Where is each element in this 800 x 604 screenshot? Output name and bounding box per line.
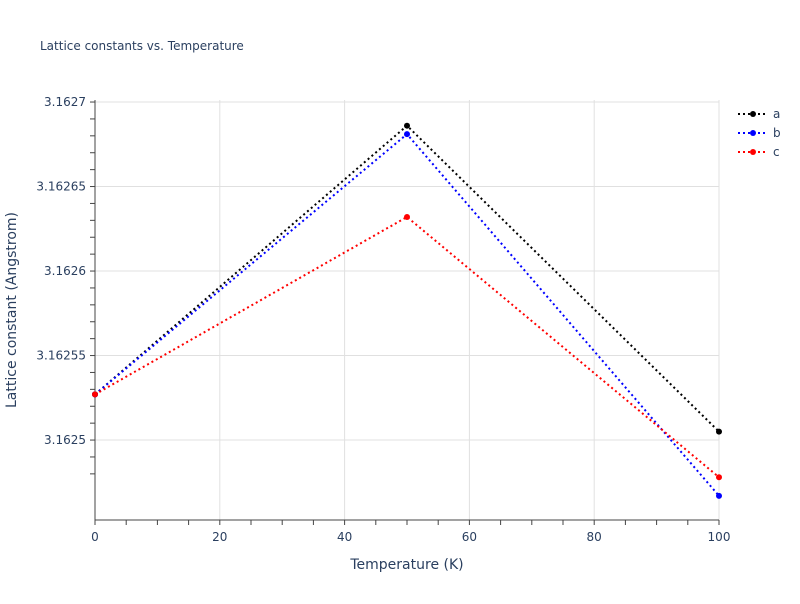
y-tick-label: 3.16255 bbox=[36, 349, 86, 363]
x-tick-label: 0 bbox=[91, 530, 99, 544]
legend-marker bbox=[750, 111, 756, 117]
series-line-c bbox=[94, 215, 720, 479]
data-point-a bbox=[404, 122, 410, 129]
data-point-c bbox=[404, 213, 410, 220]
data-point-b bbox=[404, 131, 410, 138]
x-axis-label: Temperature (K) bbox=[349, 557, 463, 573]
legend-item-a[interactable]: a bbox=[738, 107, 780, 121]
x-tick-label: 40 bbox=[337, 530, 352, 544]
x-tick-label: 60 bbox=[462, 530, 477, 544]
y-axis-label: Lattice constant (Angstrom) bbox=[4, 212, 20, 408]
grid bbox=[95, 100, 720, 520]
legend-marker bbox=[750, 130, 756, 136]
legend-marker bbox=[750, 149, 756, 155]
legend-label: a bbox=[773, 107, 780, 121]
y-tick-label: 3.16265 bbox=[36, 180, 86, 194]
chart-title: Lattice constants vs. Temperature bbox=[40, 39, 244, 53]
legend[interactable]: abc bbox=[738, 107, 781, 159]
y-tick-label: 3.1626 bbox=[44, 264, 86, 278]
legend-label: b bbox=[773, 126, 781, 140]
x-tick-label: 80 bbox=[587, 530, 602, 544]
data-point-b bbox=[716, 492, 722, 499]
series-line-a bbox=[94, 124, 720, 433]
legend-item-c[interactable]: c bbox=[738, 145, 780, 159]
x-tick-label: 20 bbox=[212, 530, 227, 544]
data-point-a bbox=[716, 428, 722, 435]
series-line-b bbox=[94, 132, 720, 497]
axes: 0 20 40 60 80 100 3.1625 3.16255 3.1626 3.16265 3.… bbox=[36, 95, 730, 544]
data-point-c bbox=[716, 474, 722, 481]
y-tick-label: 3.1627 bbox=[44, 95, 86, 109]
x-tick-label: 100 bbox=[708, 530, 731, 544]
data-point-c bbox=[92, 391, 98, 398]
legend-item-b[interactable]: b bbox=[738, 126, 781, 140]
y-tick-label: 3.1625 bbox=[44, 433, 86, 447]
legend-label: c bbox=[773, 145, 780, 159]
series-group bbox=[92, 122, 722, 499]
